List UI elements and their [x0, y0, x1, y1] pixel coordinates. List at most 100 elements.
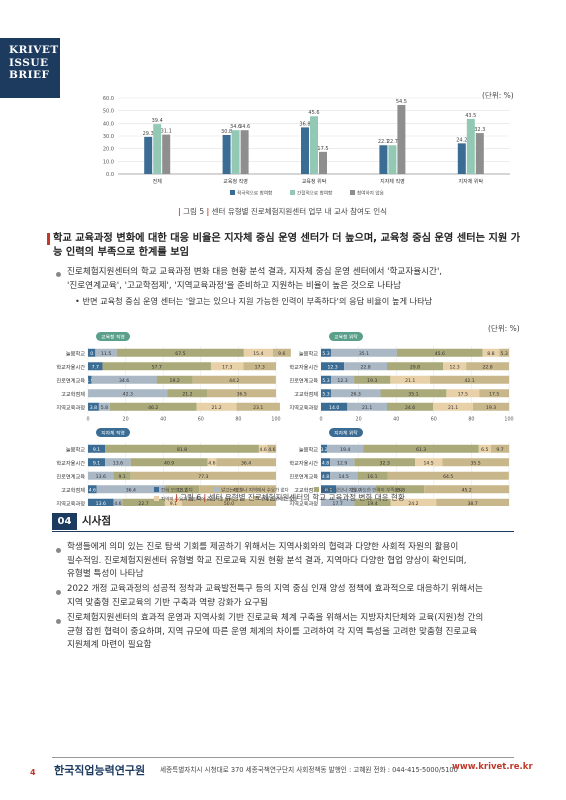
bar-segment	[396, 348, 483, 357]
data-label: 17.3	[222, 364, 232, 370]
bar	[153, 124, 162, 174]
bar-segment	[88, 498, 114, 506]
category-label: 진로연계교육	[56, 472, 85, 480]
data-label: 44.2	[229, 378, 239, 384]
data-label: 21.2	[182, 391, 192, 397]
data-label: 5.3	[501, 351, 508, 357]
data-label: 22.7	[138, 501, 148, 506]
legend-label: 전혀 모르고 있다	[161, 487, 194, 494]
legend-label: 간헐적으로 참여함	[297, 190, 333, 197]
bar-segment	[96, 485, 166, 494]
data-label: 17.3	[255, 364, 265, 370]
bar-segment	[442, 458, 509, 467]
category-label: 늘봄학교	[299, 445, 318, 453]
category-label: 늘봄학교	[299, 349, 318, 357]
legend-swatch	[230, 190, 235, 195]
data-label: 4.6	[268, 447, 275, 453]
legend-swatch	[154, 487, 159, 492]
data-label: 8.1	[325, 487, 332, 493]
bar-segment	[113, 498, 123, 506]
data-label: 38.7	[468, 501, 478, 506]
data-label: 7.7	[92, 364, 99, 370]
data-label: 9.7	[496, 447, 503, 453]
data-label: 3.8	[90, 405, 97, 411]
category-label: 고교학점제	[61, 390, 85, 398]
krivet-issue-brief-logo: KRIVET ISSUE BRIEF	[0, 38, 60, 98]
y-tick-label: 10.0	[103, 159, 114, 165]
x-tick-label: 40	[160, 417, 166, 423]
data-label: 34.6	[119, 378, 129, 384]
category-label: 지역교육과정	[289, 403, 318, 411]
legend-swatch	[350, 190, 355, 195]
data-label: 13.6	[113, 460, 123, 466]
panel-title: 교육청 위탁	[334, 334, 358, 341]
section-title: 시사점	[82, 515, 111, 527]
bar	[475, 133, 484, 174]
panel-title-tag	[96, 428, 130, 437]
figure5-chart: 0.0 10.0 20.0 30.0 40.0 50.0 60.0 29.3 39.4 31.1 전…	[103, 96, 510, 197]
implication-2: 2022 개정 교육과정의 성공적 정착과 교육발전특구 등의 지역 중심 인재…	[67, 584, 483, 608]
implication-3: 진로체험지원센터의 효과적 운영과 지역사회 기반 진로교육 체계 구축을 위해…	[67, 613, 484, 650]
figure6-caption: | 그림 6 | 센터 유형별 진로체험지원센터의 학교 교육과정 변화 대응 …	[175, 493, 405, 502]
data-label: 39.4	[152, 118, 163, 124]
legend-label: 참여하지 않음	[357, 190, 384, 197]
data-label: 22.7	[378, 139, 389, 145]
y-tick-label: 40.0	[103, 121, 114, 127]
bar-segment	[386, 402, 434, 411]
bar-segment	[479, 389, 509, 398]
footer-url[interactable]: www.krivet.re.kr	[452, 762, 533, 772]
bar-segment	[321, 348, 331, 357]
panel-title: 지자체 위탁	[334, 430, 358, 437]
data-label: 35.1	[359, 351, 369, 357]
bar-segment	[336, 485, 376, 494]
bar-segment	[102, 362, 211, 371]
bar-segment	[236, 402, 280, 411]
data-label: 61.3	[416, 447, 426, 453]
bar-segment	[321, 389, 331, 398]
data-label: 13.6	[96, 501, 106, 506]
data-label: 24.2	[456, 137, 467, 143]
x-tick-label: 80	[235, 417, 241, 423]
data-label: 18.2	[177, 487, 187, 493]
data-label: 13.6	[96, 474, 106, 480]
section-heading: 학교 교육과정 변화에 대한 대응 비율은 지자체 중심 운영 센터가 더 높으…	[47, 232, 523, 260]
x-tick-label: 지자체 위탁	[459, 178, 484, 185]
footer-divider	[52, 757, 514, 758]
bar-segment	[347, 402, 387, 411]
data-label: 35.1	[408, 391, 418, 397]
data-label: 4.8	[322, 474, 329, 480]
data-label: 9.1	[118, 474, 125, 480]
bar-segment	[330, 389, 381, 398]
footer-info: 세종특별자치시 시청대로 370 세종국책연구단지 사회정책동 발행인 : 고혜…	[160, 766, 458, 774]
bar-segment	[130, 471, 276, 480]
data-label: 81.8	[177, 447, 187, 453]
category-label: 고교학점제	[294, 486, 318, 494]
bar-segment	[95, 348, 117, 357]
x-tick-label: 40	[393, 417, 399, 423]
data-label: 32.3	[380, 460, 390, 466]
bar-segment	[88, 389, 168, 398]
bar-segment	[199, 485, 277, 494]
bar-segment	[130, 458, 208, 467]
x-tick-label: 전체	[153, 178, 163, 185]
bar	[162, 134, 171, 174]
data-label: 19.3	[367, 378, 377, 384]
x-tick-label: 60	[431, 417, 437, 423]
legend-swatch	[290, 190, 295, 195]
bar-segment	[321, 402, 348, 411]
implication-1: 학생들에게 의미 있는 진로 탐색 기회를 제공하기 위해서는 지역사회와의 협…	[67, 542, 467, 579]
bar-segment	[344, 362, 387, 371]
category-label: 늘봄학교	[66, 445, 85, 453]
section-divider	[52, 531, 514, 533]
data-label: 15.4	[253, 351, 263, 357]
data-label: 24.6	[405, 405, 415, 411]
bar-segment	[88, 471, 114, 480]
bar	[319, 151, 327, 174]
bar-segment	[164, 498, 182, 506]
bar	[457, 143, 466, 174]
bar-segment	[433, 402, 473, 411]
data-label: 1.9	[86, 378, 93, 384]
category-label: 학교자율시간	[289, 459, 318, 467]
x-tick-label: 20	[356, 417, 362, 423]
bar-segment	[446, 389, 480, 398]
